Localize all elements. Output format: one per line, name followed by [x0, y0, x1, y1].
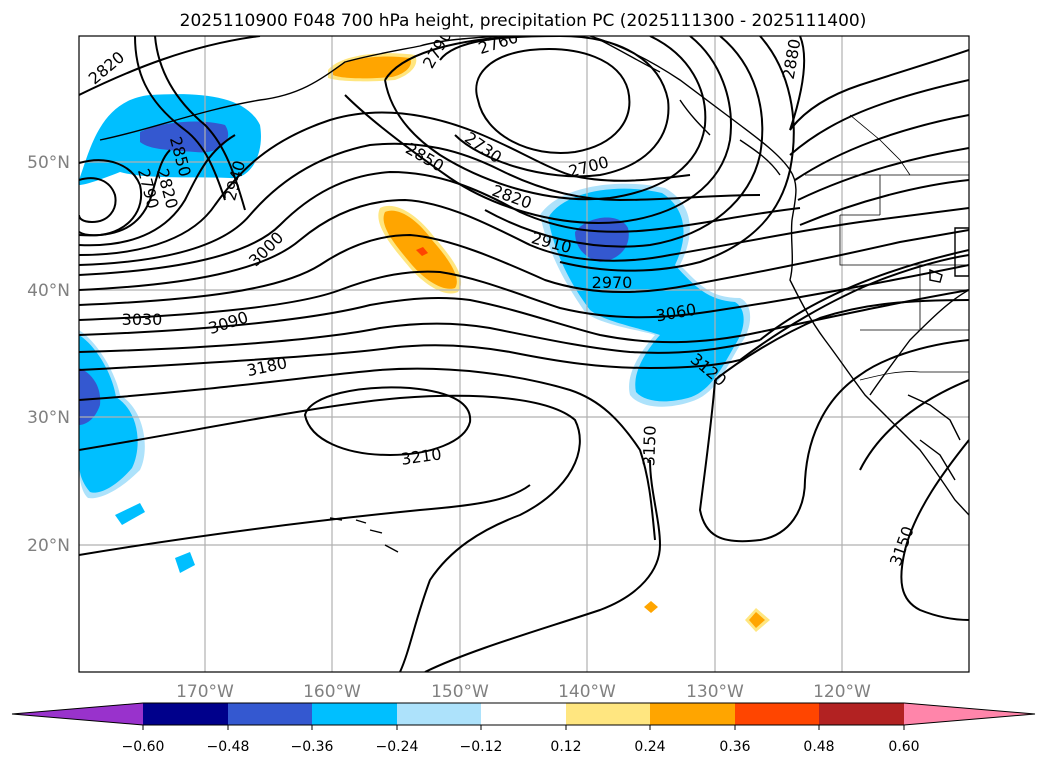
contour-line: [79, 394, 581, 672]
colorbar-tick-label: −0.12: [460, 739, 503, 755]
colorbar-segment: [650, 703, 735, 725]
coastlines: [99, 36, 969, 553]
contour-line: [484, 36, 764, 248]
contour-line: [79, 322, 761, 354]
precip-positive-region: [644, 601, 658, 613]
colorbar-tick-label: −0.36: [291, 739, 334, 755]
height-contours: [79, 36, 969, 672]
contour-line: [384, 36, 707, 201]
colorbar-segment: [566, 703, 650, 725]
contour-line: [134, 36, 226, 201]
contour-line: [79, 36, 261, 96]
colorbar-tick-label: −0.24: [376, 739, 419, 755]
contour-line: [79, 229, 969, 306]
contour-line: [344, 36, 732, 224]
colorbar-tick-label: −0.48: [207, 739, 250, 755]
contour-line: [79, 344, 741, 371]
colorbar-tick-label: −0.60: [122, 739, 165, 755]
colorbar-segment: [397, 703, 481, 725]
colorbar-tick-marks: [142, 725, 905, 730]
contour-line: [789, 36, 969, 131]
colorbar-segment: [819, 703, 904, 725]
colorbar-tick-label: 0.60: [888, 739, 919, 755]
colorbar-tick-label: 0.24: [634, 739, 665, 755]
lat-label: 50°N: [27, 153, 70, 173]
contour-line: [789, 79, 969, 156]
contour-line: [714, 299, 969, 381]
contour-line: [794, 114, 969, 181]
colorbar: −0.60 −0.48 −0.36 −0.24 −0.12 0.12 0.24 …: [11, 702, 1036, 755]
contour-line: [79, 484, 531, 556]
colorbar-segment: [481, 703, 566, 725]
lon-label: 150°W: [431, 682, 489, 702]
contour-line: [759, 249, 969, 341]
colorbar-extend-max: [904, 703, 1035, 725]
lon-label: 170°W: [176, 682, 234, 702]
contour-line: [559, 36, 795, 272]
contour-line: [739, 254, 969, 361]
precip-negative-region: [79, 368, 101, 425]
colorbar-segment: [228, 703, 312, 725]
lon-label: 140°W: [558, 682, 616, 702]
graticule: [79, 36, 969, 672]
contour-line: [79, 264, 969, 321]
contour-line: [79, 177, 117, 224]
contour-line: [79, 367, 656, 541]
contour-line: [79, 134, 236, 247]
lon-label: 130°W: [686, 682, 744, 702]
lat-label: 30°N: [27, 408, 70, 428]
contour-line: [79, 198, 969, 291]
political-borders: [805, 114, 969, 381]
precip-negative-region: [575, 217, 629, 262]
contour-line: [303, 386, 472, 457]
lat-label: 40°N: [27, 281, 70, 301]
contour-line: [698, 339, 969, 543]
contour-line: [797, 147, 969, 201]
precip-negative-region: [140, 121, 229, 153]
colorbar-tick-label: 0.12: [550, 739, 581, 755]
contour-label: 2970: [592, 273, 633, 292]
map-layers: 2820 2850 2820 2790 2940 3000 3030 3090 …: [79, 36, 969, 672]
contour-line: [79, 170, 801, 276]
map-frame: [78, 35, 970, 673]
longitude-labels: 170°W 160°W 150°W 140°W 130°W 120°W: [176, 682, 871, 702]
contour-line: [424, 459, 662, 672]
contour-line: [79, 149, 171, 237]
precip-negative-region: [115, 503, 145, 525]
contour-label: 3150: [639, 425, 659, 466]
colorbar-extend-min: [12, 703, 143, 725]
lon-label: 120°W: [813, 682, 871, 702]
colorbar-segment: [735, 703, 819, 725]
colorbar-tick-label: 0.36: [719, 739, 750, 755]
precip-positive-region: [749, 612, 765, 628]
colorbar-segment: [312, 703, 397, 725]
precip-positive-region: [416, 247, 428, 256]
lon-label: 160°W: [303, 682, 361, 702]
colorbar-segment: [143, 703, 228, 725]
lat-label: 20°N: [27, 536, 70, 556]
contour-line: [79, 289, 969, 344]
latitude-labels: 50°N 40°N 30°N 20°N: [27, 153, 70, 556]
precip-negative-region: [79, 335, 138, 493]
contour-line: [799, 179, 969, 226]
contour-line: [475, 48, 631, 154]
precip-negative-region: [175, 552, 195, 573]
contour-line: [79, 142, 761, 266]
map-title: 2025110900 F048 700 hPa height, precipit…: [180, 11, 867, 31]
contour-line: [859, 379, 969, 471]
contour-line: [900, 439, 969, 621]
contour-label: 3030: [122, 310, 163, 329]
colorbar-tick-label: 0.48: [803, 739, 834, 755]
